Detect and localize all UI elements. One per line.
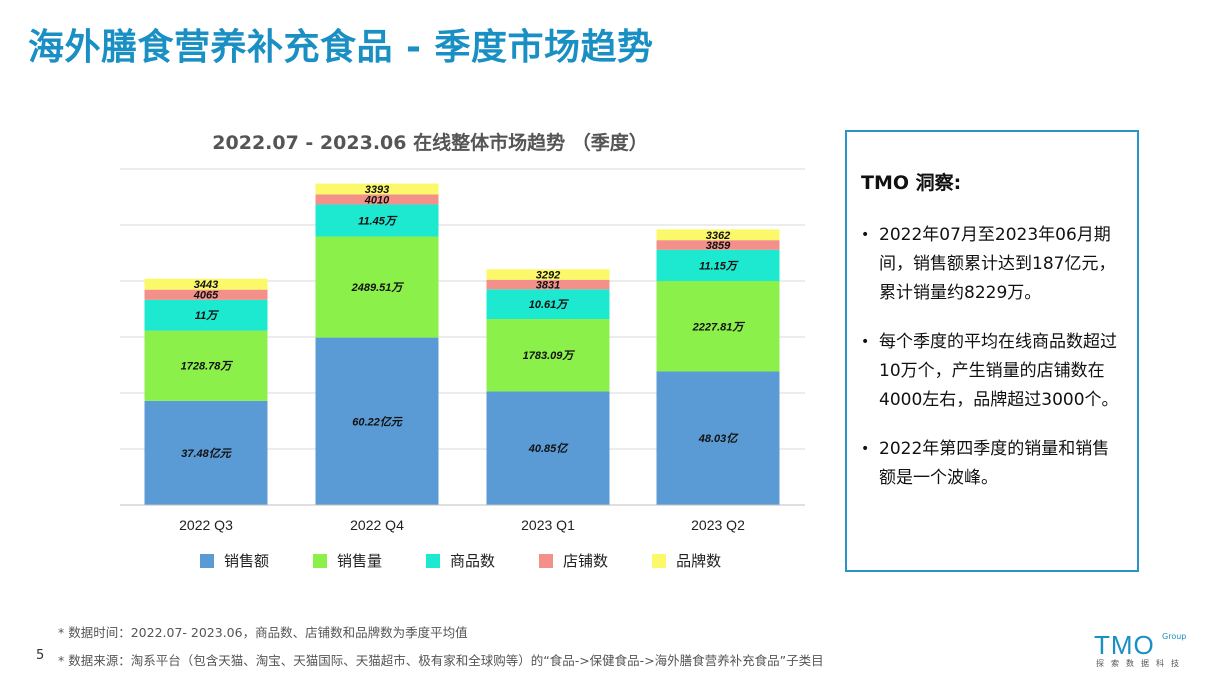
bar-segment-销售量: [144, 330, 268, 401]
bar-segment-销售量: [486, 319, 610, 392]
page-title: 海外膳食营养补充食品 - 季度市场趋势: [28, 27, 654, 68]
legend-item: 店铺数: [539, 550, 608, 571]
bar-segment-销售额: [144, 400, 268, 505]
tmo-logo: TMO Group 探索数据科技: [1094, 630, 1204, 670]
legend-label: 销售额: [224, 552, 270, 570]
legend-item: 销售量: [313, 550, 382, 571]
insight-bullet: • 2022年07月至2023年06月期间，销售额累计达到187亿元，累计销量约…: [861, 221, 1123, 308]
bar-segment-品牌数: [144, 278, 268, 290]
chart-legend: 销售额 销售量 商品数 店铺数 品牌数: [200, 550, 765, 571]
insight-title: TMO 洞察:: [861, 172, 962, 194]
data-label: 4065: [193, 290, 219, 302]
bar-segment-销售量: [656, 281, 780, 372]
bullet-dot-icon: •: [861, 441, 870, 457]
data-label: 2489.51万: [351, 282, 405, 294]
data-label: 1783.09万: [523, 350, 576, 362]
data-label: 3443: [194, 279, 218, 291]
data-label: 11万: [195, 310, 219, 322]
bar-segment-店铺数: [486, 279, 610, 290]
bar-segment-店铺数: [144, 289, 268, 300]
legend-label: 店铺数: [563, 552, 609, 570]
legend-item: 销售额: [200, 550, 269, 571]
legend-swatch: [426, 553, 441, 568]
data-label: 3292: [536, 269, 560, 281]
x-tick-label: 2023 Q1: [521, 517, 575, 533]
page-number: 5: [36, 648, 45, 663]
bar-segment-商品数: [315, 204, 439, 237]
logo-sub-text: 探索数据科技: [1096, 659, 1186, 668]
legend-label: 品牌数: [676, 552, 722, 570]
x-tick-label: 2022 Q3: [179, 517, 233, 533]
footnote-data-source: * 数据来源：淘系平台（包含天猫、淘宝、天猫国际、天猫超市、极有家和全球购等）的…: [58, 653, 824, 668]
insight-panel: TMO 洞察: • 2022年07月至2023年06月期间，销售额累计达到187…: [845, 130, 1139, 572]
data-label: 10.61万: [529, 299, 570, 311]
bar-segment-商品数: [486, 289, 610, 320]
bar-segment-店铺数: [315, 194, 439, 205]
insight-bullet-text: 2022年07月至2023年06月期间，销售额累计达到187亿元，累计销量约82…: [879, 225, 1116, 303]
data-label: 48.03亿: [698, 432, 740, 445]
bar-segment-店铺数: [656, 240, 780, 250]
insight-bullet: • 每个季度的平均在线商品数超过10万个，产生销量的店铺数在4000左右，品牌超…: [861, 328, 1123, 415]
logo-group-text: Group: [1162, 632, 1187, 641]
data-label: 11.15万: [699, 260, 739, 272]
data-label: 3859: [706, 240, 731, 252]
data-label: 3393: [365, 184, 389, 196]
chart-title: 2022.07 - 2023.06 在线整体市场趋势 （季度）: [212, 132, 648, 154]
footnote-data-time: * 数据时间：2022.07- 2023.06，商品数、店铺数和品牌数为季度平均…: [58, 625, 468, 640]
data-label: 37.48亿元: [181, 447, 232, 460]
data-label: 3831: [536, 280, 560, 292]
bar-segment-品牌数: [656, 229, 780, 241]
data-label: 3362: [706, 230, 730, 242]
bar-segment-商品数: [144, 299, 268, 331]
bar-segment-销售额: [315, 337, 439, 505]
bar-segment-销售额: [486, 391, 610, 505]
data-label: 40.85亿: [528, 442, 570, 455]
data-label: 4010: [364, 194, 390, 206]
legend-swatch: [200, 553, 214, 568]
bullet-dot-icon: •: [861, 334, 870, 350]
bar-segment-商品数: [656, 249, 780, 282]
bar-segment-品牌数: [486, 269, 610, 280]
data-label: 60.22亿元: [352, 415, 403, 428]
bar-segment-销售量: [315, 236, 439, 338]
bar-segment-销售额: [656, 371, 780, 505]
insight-bullet: • 2022年第四季度的销量和销售额是一个波峰。: [861, 435, 1123, 493]
bullet-dot-icon: •: [861, 227, 870, 243]
data-label: 1728.78万: [181, 361, 234, 373]
legend-label: 销售量: [337, 552, 383, 570]
bar-segment-品牌数: [315, 183, 439, 195]
data-label: 11.45万: [358, 215, 398, 227]
logo-main-text: TMO: [1094, 630, 1155, 660]
insight-bullet-text: 2022年第四季度的销量和销售额是一个波峰。: [879, 439, 1110, 488]
legend-item: 商品数: [426, 550, 495, 571]
legend-swatch: [313, 553, 328, 568]
legend-swatch: [652, 553, 667, 568]
x-tick-label: 2023 Q2: [691, 517, 745, 533]
legend-label: 商品数: [450, 552, 496, 570]
insight-bullet-text: 每个季度的平均在线商品数超过10万个，产生销量的店铺数在4000左右，品牌超过3…: [879, 332, 1119, 410]
legend-swatch: [539, 553, 554, 568]
x-tick-label: 2022 Q4: [350, 517, 404, 533]
legend-item: 品牌数: [652, 550, 721, 571]
data-label: 2227.81万: [692, 321, 746, 333]
